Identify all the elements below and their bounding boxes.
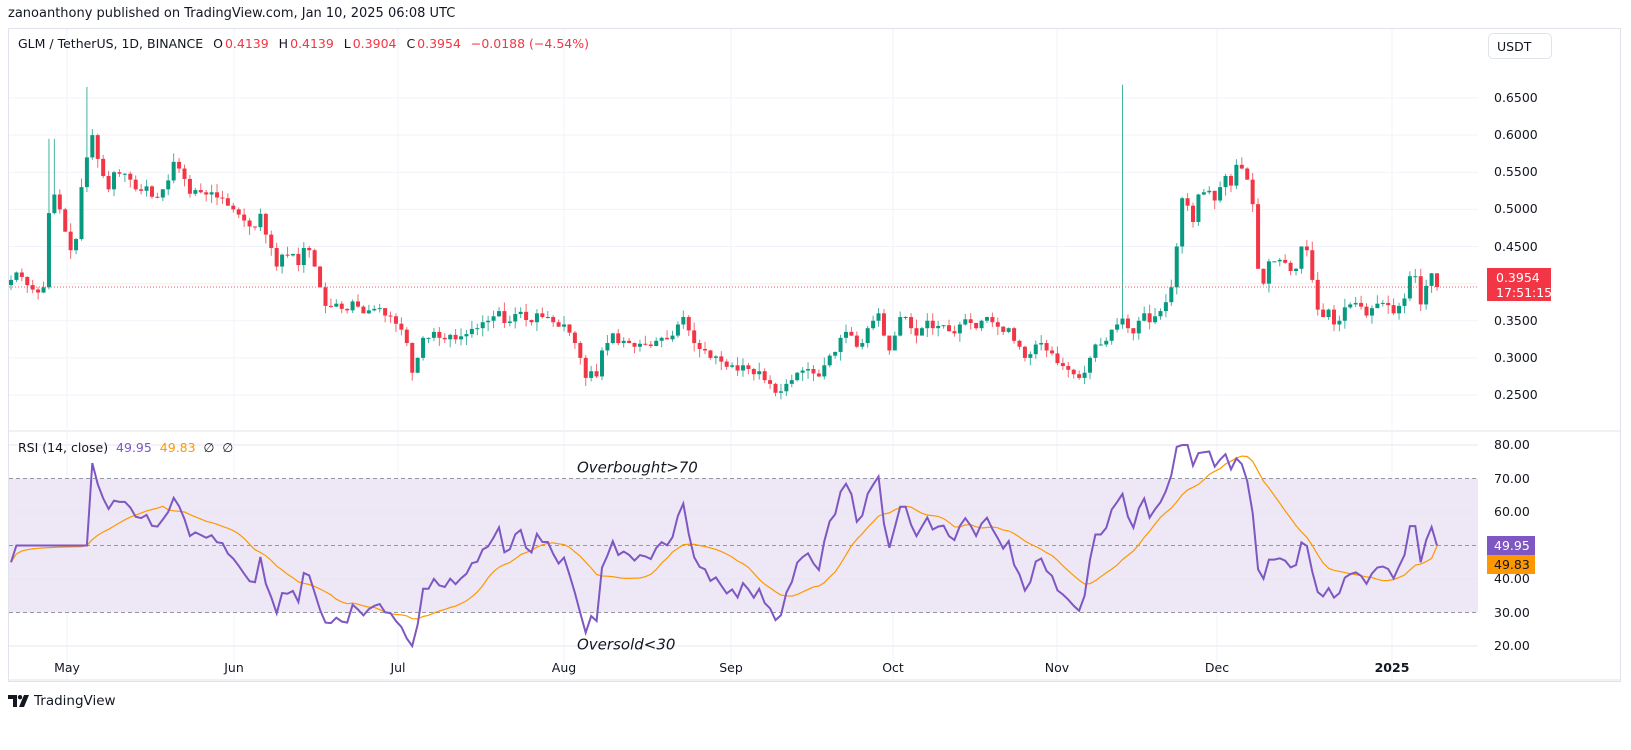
price-tick-label: 0.3000 — [1494, 349, 1538, 365]
time-tick-label: Jun — [224, 660, 244, 675]
svg-text:Overbought>70: Overbought>70 — [577, 459, 698, 477]
chart-frame — [8, 28, 1621, 682]
rsi-tick-label: 60.00 — [1494, 504, 1530, 519]
tradingview-logo[interactable]: TradingView — [8, 693, 116, 709]
price-tick-label: 0.6000 — [1494, 127, 1538, 143]
rsi-tick-label: 30.00 — [1494, 604, 1530, 620]
price-tick-label: 0.2500 — [1494, 387, 1538, 402]
price-tick-label: 0.3500 — [1494, 312, 1538, 328]
time-tick-label: May — [54, 660, 80, 675]
price-tick-label: 0.4500 — [1494, 238, 1538, 254]
open-label: O — [213, 36, 223, 51]
time-tick-label: Oct — [882, 660, 904, 675]
close-label: C — [406, 36, 416, 51]
time-tick-label: Aug — [551, 660, 577, 675]
currency-button[interactable]: USDT — [1488, 33, 1552, 59]
publisher-line: zanoanthony published on TradingView.com… — [8, 6, 456, 21]
rsi-empty-1: ∅ — [203, 440, 215, 455]
rsi-tick-label: 80.00 — [1494, 437, 1530, 452]
rsi-ma-value-tag: 49.83 — [1487, 555, 1535, 574]
svg-text:Oversold<30: Oversold<30 — [577, 636, 675, 654]
high-label: H — [278, 36, 289, 51]
bar-countdown: 17:51:15 — [1496, 285, 1553, 300]
time-tick-label: Dec — [1204, 660, 1230, 675]
rsi-tick-label: 40.00 — [1494, 571, 1530, 586]
rsi-empty-2: ∅ — [222, 440, 234, 455]
rsi-ma-value: 49.83 — [159, 440, 196, 455]
last-price: 0.3954 — [1496, 270, 1540, 285]
price-tick-label: 0.5500 — [1494, 164, 1538, 180]
time-tick-label: Sep — [719, 660, 743, 675]
low-label: L — [343, 36, 351, 51]
time-tick-label: Jul — [390, 660, 406, 675]
time-tick-label: 2025 — [1374, 660, 1410, 675]
rsi-title: RSI (14, close) — [18, 440, 109, 455]
rsi-value: 49.95 — [116, 440, 152, 455]
open-value: 0.4139 — [224, 36, 269, 51]
price-tick-label: 0.5000 — [1494, 201, 1538, 217]
time-tick-label: Nov — [1044, 660, 1070, 675]
tradingview-logo-icon — [8, 695, 29, 707]
symbol-title: GLM / TetherUS, 1D, BINANCE — [18, 36, 204, 51]
rsi-value-tag: 49.95 — [1487, 536, 1535, 555]
close-value: 0.3954 — [417, 36, 461, 51]
rsi-tick-label: 20.00 — [1494, 638, 1530, 653]
change-value: −0.0188 (−4.54%) — [470, 36, 589, 51]
last-price-tag: 0.3954 17:51:15 — [1487, 268, 1553, 301]
symbol-legend: GLM / TetherUS, 1D, BINANCE O 0.4139 H 0.4… — [18, 36, 591, 51]
rsi-legend: RSI (14, close) 49.95 49.83 ∅ ∅ — [18, 440, 233, 455]
rsi-tick-label: 70.00 — [1494, 470, 1530, 486]
price-tick-label: 0.6500 — [1494, 90, 1538, 105]
tradingview-brand: TradingView — [34, 693, 116, 709]
high-value: 0.4139 — [290, 36, 334, 51]
low-value: 0.3904 — [352, 36, 397, 51]
